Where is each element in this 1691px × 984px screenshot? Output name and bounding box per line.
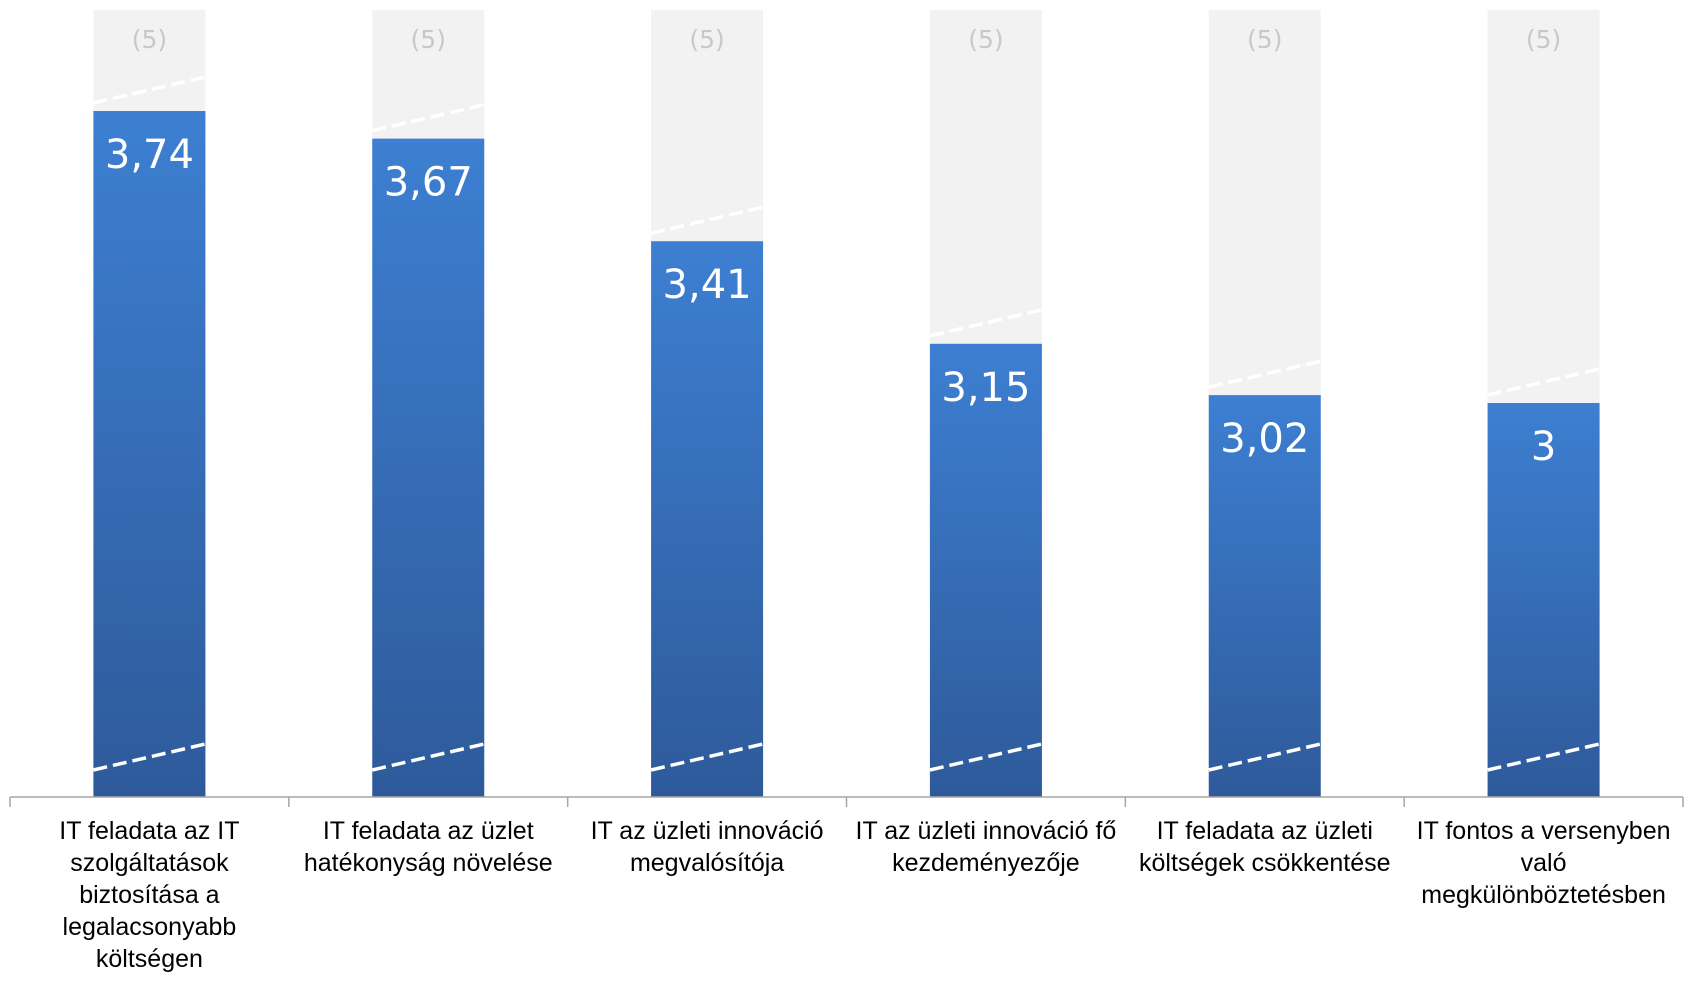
bar-value-label: 3,41 (663, 262, 752, 308)
x-tick-label: IT feladata az üzlet hatékonyság növelés… (303, 817, 553, 877)
bar (372, 138, 485, 797)
max-value-label: (5) (1526, 25, 1561, 54)
x-tick-label: IT az üzleti innováció fő kezdeményezője (855, 817, 1117, 877)
x-tick-label: IT feladata az IT szolgáltatások biztosí… (59, 817, 240, 973)
bar-value-label: 3,67 (384, 160, 473, 206)
bar (1487, 403, 1600, 797)
x-tick-label: IT az üzleti innováció megvalósítója (590, 817, 824, 877)
bar (1208, 395, 1321, 797)
bar (651, 241, 764, 798)
max-value-label: (5) (968, 25, 1003, 54)
max-value-label: (5) (411, 25, 446, 54)
bar-value-label: 3 (1531, 424, 1556, 470)
bar-value-label: 3,74 (105, 132, 194, 178)
bar (93, 111, 206, 797)
bar-value-label: 3,02 (1220, 416, 1309, 462)
max-value-label: (5) (689, 25, 724, 54)
bar-value-label: 3,15 (941, 365, 1030, 411)
bar (929, 343, 1042, 797)
x-tick-label: IT feladata az üzleti költségek csökkent… (1138, 817, 1391, 877)
x-tick-label: IT fontos a versenyben való megkülönbözt… (1416, 817, 1671, 909)
max-value-label: (5) (1247, 25, 1282, 54)
max-value-label: (5) (132, 25, 167, 54)
